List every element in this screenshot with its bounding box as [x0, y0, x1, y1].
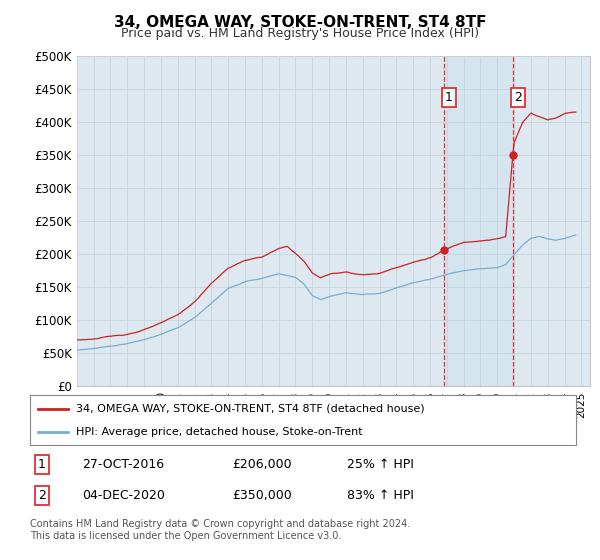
Text: 04-DEC-2020: 04-DEC-2020 [82, 489, 165, 502]
Text: 27-OCT-2016: 27-OCT-2016 [82, 458, 164, 471]
Text: 34, OMEGA WAY, STOKE-ON-TRENT, ST4 8TF (detached house): 34, OMEGA WAY, STOKE-ON-TRENT, ST4 8TF (… [76, 404, 425, 414]
Text: 25% ↑ HPI: 25% ↑ HPI [347, 458, 413, 471]
Text: 83% ↑ HPI: 83% ↑ HPI [347, 489, 413, 502]
Text: 2: 2 [38, 489, 46, 502]
Text: £350,000: £350,000 [232, 489, 292, 502]
Text: 34, OMEGA WAY, STOKE-ON-TRENT, ST4 8TF: 34, OMEGA WAY, STOKE-ON-TRENT, ST4 8TF [114, 15, 486, 30]
Text: Contains HM Land Registry data © Crown copyright and database right 2024.
This d: Contains HM Land Registry data © Crown c… [30, 519, 410, 541]
Text: 1: 1 [445, 91, 453, 104]
Text: £206,000: £206,000 [232, 458, 292, 471]
Bar [444, 56, 513, 386]
Text: 1: 1 [38, 458, 46, 471]
Text: Price paid vs. HM Land Registry's House Price Index (HPI): Price paid vs. HM Land Registry's House … [121, 27, 479, 40]
Text: HPI: Average price, detached house, Stoke-on-Trent: HPI: Average price, detached house, Stok… [76, 427, 363, 437]
Text: 2: 2 [514, 91, 522, 104]
